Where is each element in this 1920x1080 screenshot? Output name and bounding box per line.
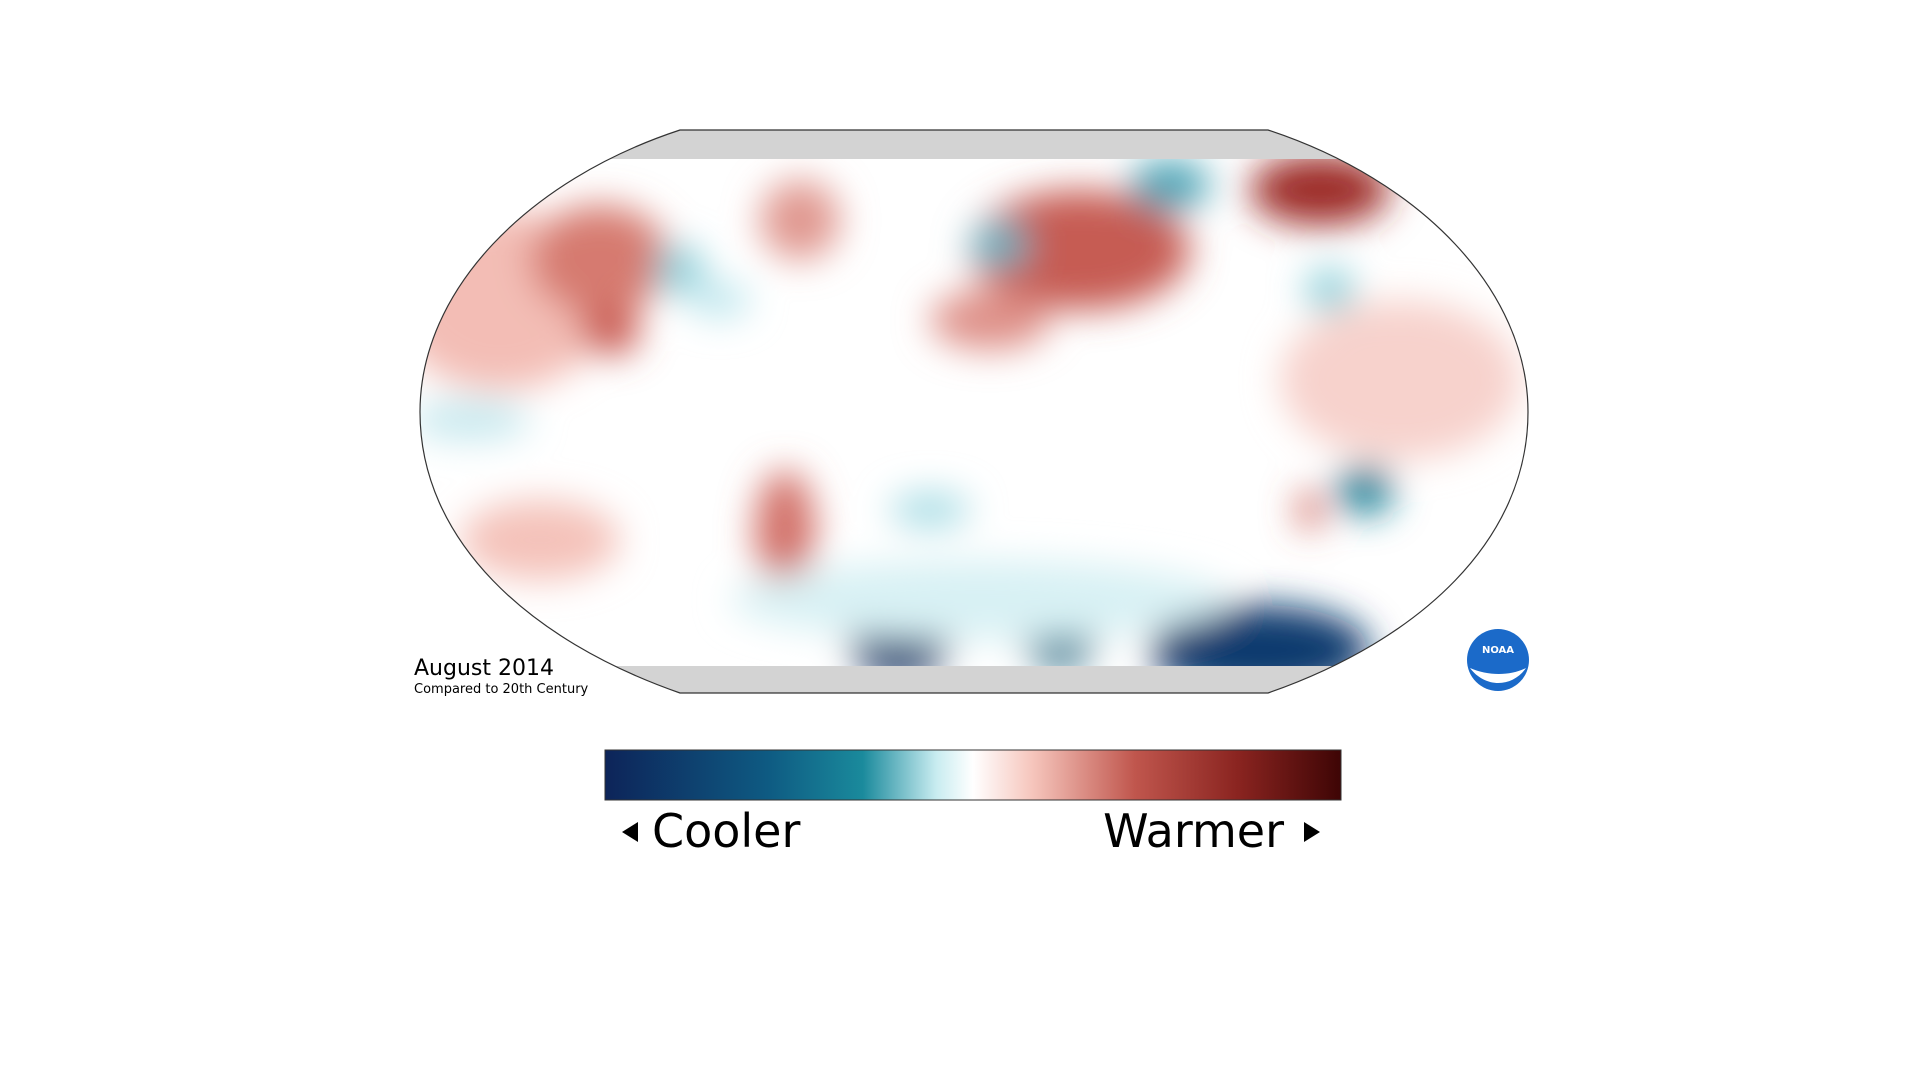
color-bar	[604, 749, 1342, 801]
logo-gull	[1470, 668, 1526, 683]
map-title: August 2014	[414, 656, 554, 681]
legend-low-label: Cooler	[652, 804, 800, 858]
noaa-logo: NOAA	[1467, 629, 1529, 691]
anomaly-map	[420, 130, 1528, 693]
map-outline	[419, 129, 1529, 694]
polar-mask	[420, 130, 1528, 159]
right-arrow	[1304, 822, 1320, 842]
left-arrow	[622, 822, 638, 842]
map-subtitle: Compared to 20th Century	[414, 682, 589, 697]
legend-high-label: Warmer	[1103, 804, 1284, 858]
logo-text: NOAA	[1482, 645, 1514, 656]
